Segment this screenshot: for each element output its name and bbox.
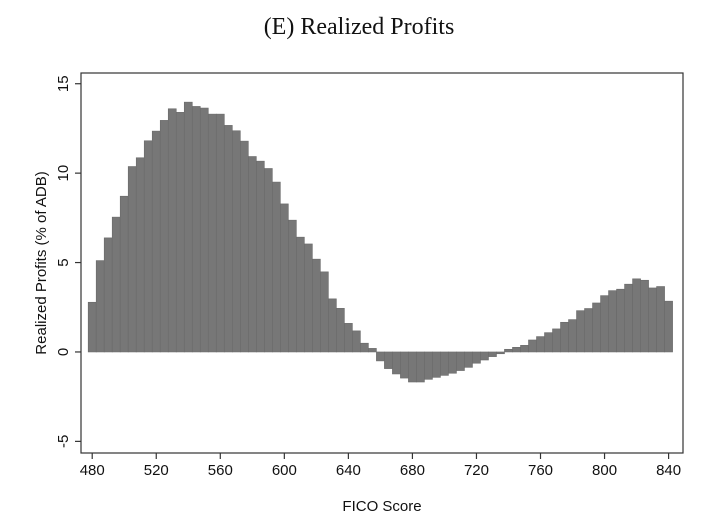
- bar: [352, 330, 361, 353]
- bar: [608, 290, 617, 353]
- bar: [536, 336, 545, 353]
- chart-title: (E) Realized Profits: [263, 14, 455, 40]
- bar: [656, 286, 665, 353]
- bar: [127, 166, 137, 353]
- bar: [368, 348, 377, 353]
- bar: [528, 339, 537, 353]
- bar: [360, 342, 369, 353]
- bar: [632, 278, 641, 353]
- y-tick-label: 5: [55, 258, 72, 266]
- bar: [215, 113, 225, 353]
- bar: [280, 203, 289, 353]
- bar: [408, 351, 417, 383]
- bar: [288, 219, 297, 353]
- y-tick-label: 15: [55, 75, 72, 92]
- bar: [272, 181, 281, 353]
- bar: [191, 106, 201, 353]
- y-tick-label: 0: [55, 348, 72, 356]
- x-tick-label: 800: [592, 462, 617, 479]
- bar: [95, 260, 105, 353]
- bar: [448, 351, 457, 374]
- x-tick-label: 560: [208, 462, 233, 479]
- bar: [584, 308, 593, 353]
- bar: [344, 323, 353, 353]
- bar: [376, 351, 385, 362]
- x-tick-label: 760: [528, 462, 553, 479]
- bar: [552, 328, 561, 353]
- bar: [392, 351, 401, 375]
- bar: [624, 283, 633, 353]
- bar: [264, 168, 273, 353]
- bar: [640, 279, 649, 353]
- bar: [664, 300, 673, 353]
- y-tick-label: -5: [55, 435, 72, 448]
- bar: [175, 112, 185, 353]
- bar: [576, 310, 585, 353]
- bar: [480, 351, 489, 361]
- bar: [328, 298, 337, 353]
- bar: [183, 101, 193, 353]
- x-tick-label: 520: [144, 462, 169, 479]
- bar: [320, 271, 329, 353]
- bar: [496, 351, 505, 355]
- bar: [199, 107, 209, 353]
- bar: [256, 160, 265, 353]
- bar: [304, 243, 313, 353]
- x-tick-label: 680: [400, 462, 425, 479]
- x-tick-label: 600: [272, 462, 297, 479]
- bar: [520, 345, 529, 353]
- bar: [464, 351, 473, 368]
- bar: [600, 295, 609, 353]
- x-tick-label: 840: [656, 462, 681, 479]
- bar: [456, 351, 465, 371]
- bar: [248, 156, 257, 353]
- x-tick-label: 720: [464, 462, 489, 479]
- bar: [151, 130, 161, 353]
- bar: [440, 351, 449, 376]
- bar: [400, 351, 409, 379]
- bar: [143, 140, 153, 353]
- bar: [432, 351, 441, 378]
- bar: [167, 108, 177, 353]
- bar: [103, 237, 113, 353]
- bar: [560, 321, 569, 353]
- bar: [119, 195, 129, 353]
- bar: [592, 302, 601, 353]
- bar: [504, 348, 513, 353]
- bar: [648, 287, 657, 353]
- bar: [135, 157, 145, 353]
- bar: [240, 140, 249, 353]
- bar: [207, 113, 217, 353]
- bar: [416, 351, 425, 383]
- bar: [87, 301, 97, 353]
- bar: [424, 351, 433, 380]
- bar: [223, 125, 233, 353]
- y-tick-label: 10: [55, 165, 72, 182]
- bar: [296, 236, 305, 353]
- bar: [232, 130, 241, 353]
- bar: [336, 308, 345, 353]
- bar: [616, 288, 625, 353]
- bar: [568, 319, 577, 353]
- bar: [488, 351, 497, 357]
- bar: [544, 332, 553, 353]
- x-tick-label: 640: [336, 462, 361, 479]
- bar: [512, 347, 521, 353]
- bar: [384, 351, 393, 369]
- y-axis-label: Realized Profits (% of ADB): [33, 171, 50, 354]
- bar: [312, 258, 321, 353]
- x-axis-label: FICO Score: [342, 498, 421, 515]
- x-tick-label: 480: [80, 462, 105, 479]
- bar: [159, 120, 169, 353]
- bar: [111, 216, 121, 353]
- bar: [472, 351, 481, 364]
